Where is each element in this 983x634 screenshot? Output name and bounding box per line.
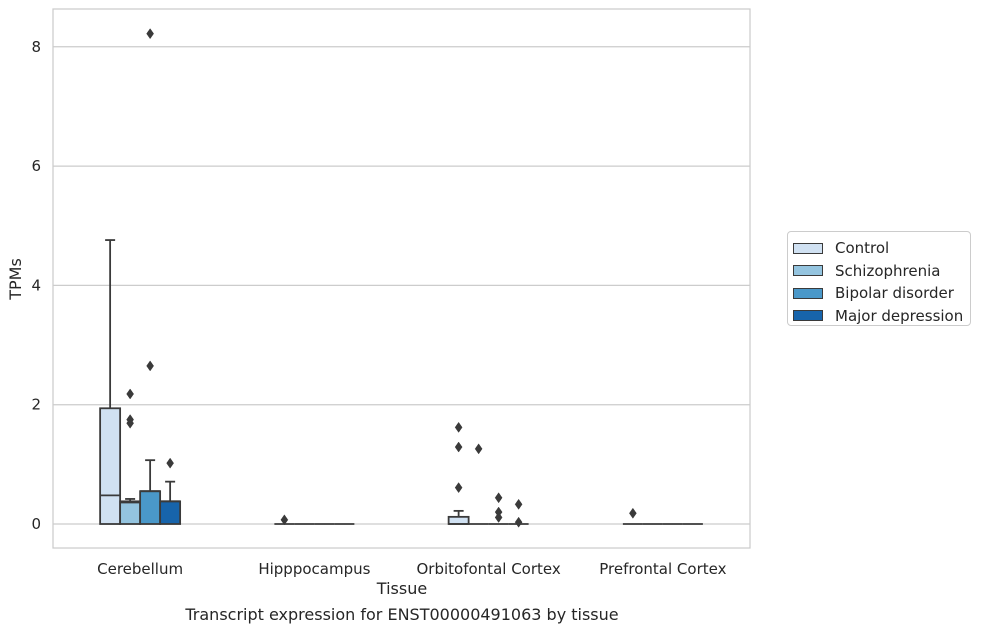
legend-label: Bipolar disorder — [835, 284, 954, 303]
outlier-point — [474, 443, 483, 455]
box-group — [99, 239, 122, 525]
box-group — [508, 498, 529, 528]
outlier-point — [454, 482, 463, 494]
legend-label: Major depression — [835, 306, 964, 325]
x-axis-label: Tissue — [376, 579, 427, 598]
outlier-point — [514, 516, 523, 528]
box-group — [488, 492, 509, 525]
box-plots — [99, 28, 703, 528]
y-axis-label: TPMs — [6, 258, 25, 301]
legend-label: Schizophrenia — [835, 261, 941, 280]
y-tick-label: 4 — [31, 276, 41, 294]
x-tick-label: Hipppocampus — [258, 560, 370, 578]
legend-swatch — [793, 265, 823, 277]
outlier-point — [280, 514, 289, 526]
outlier-point — [126, 388, 134, 400]
box — [139, 490, 162, 525]
outlier-point — [494, 492, 503, 504]
box — [159, 500, 182, 525]
legend-item: Major depression — [793, 305, 970, 328]
outlier-point — [454, 441, 463, 453]
box-group — [274, 514, 295, 526]
x-tick-label: Orbitofontal Cortex — [417, 560, 561, 578]
legend-item: Schizophrenia — [793, 260, 970, 283]
y-tick-labels: 0 2 4 6 8 — [31, 38, 41, 533]
legend-item: Control — [793, 237, 970, 260]
box — [119, 500, 142, 525]
box-group — [139, 28, 162, 525]
legend-item: Bipolar disorder — [793, 282, 970, 305]
legend-swatch — [793, 310, 823, 322]
legend-swatch — [793, 287, 823, 299]
x-tick-label: Cerebellum — [97, 560, 183, 578]
outlier-point — [126, 417, 134, 429]
box — [99, 407, 122, 525]
legend-swatch — [793, 242, 823, 254]
box-group — [159, 457, 182, 525]
outlier-point — [454, 421, 463, 433]
box — [447, 515, 470, 525]
outlier-point — [494, 512, 503, 523]
x-tick-labels: Cerebellum Hipppocampus Orbitofontal Corte… — [97, 560, 726, 578]
outlier-point — [629, 507, 637, 519]
box-group — [119, 388, 142, 525]
x-tick-label: Prefrontal Cortex — [599, 560, 726, 578]
chart-title: Transcript expression for ENST0000049106… — [185, 605, 619, 624]
outlier-point — [146, 28, 154, 40]
outlier-point — [146, 360, 154, 372]
y-tick-label: 2 — [31, 396, 41, 414]
box-group — [468, 443, 489, 525]
box-group — [622, 507, 643, 525]
outlier-point — [514, 498, 523, 510]
legend: Control Schizophrenia Bipolar disorder Majo… — [787, 231, 971, 326]
grid-lines — [53, 46, 750, 525]
y-tick-label: 6 — [31, 157, 41, 175]
plot-frame — [52, 8, 751, 549]
legend-label: Control — [835, 239, 890, 258]
outlier-point — [166, 457, 174, 469]
y-tick-label: 8 — [31, 38, 41, 56]
box-group — [447, 421, 470, 525]
y-tick-label: 0 — [31, 515, 41, 533]
